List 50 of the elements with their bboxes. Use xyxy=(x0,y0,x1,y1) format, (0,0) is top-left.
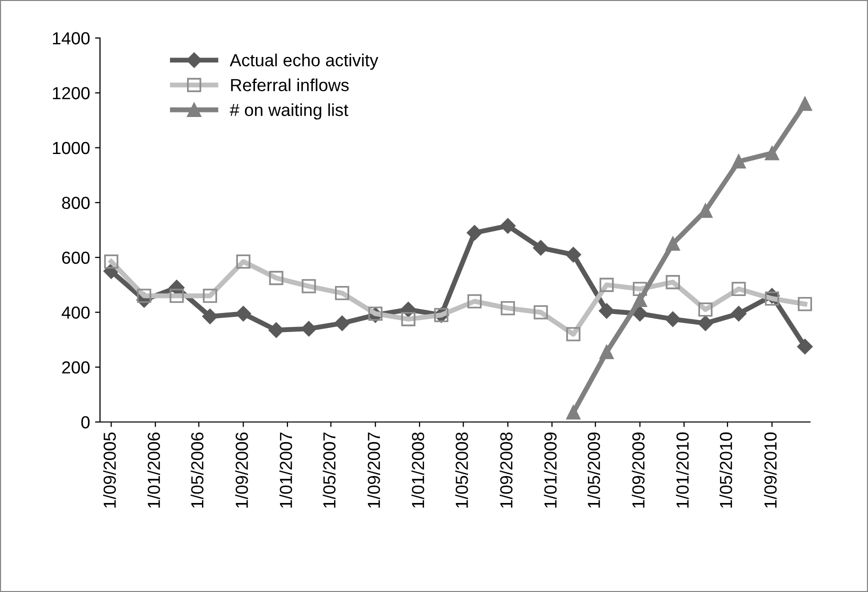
x-tick-label: 1/09/2007 xyxy=(367,432,380,508)
x-tick-label: 1/01/2010 xyxy=(676,432,689,508)
x-tick-label: 1/09/2005 xyxy=(103,432,116,508)
point xyxy=(600,344,614,360)
legend-label: Actual echo activity xyxy=(230,54,378,70)
legend-label: # on waiting list xyxy=(230,103,348,120)
point xyxy=(698,204,713,218)
point xyxy=(500,218,516,234)
y-tick-label: 1200 xyxy=(52,87,90,100)
y-tick-label: 0 xyxy=(81,416,90,428)
point xyxy=(301,321,317,336)
legend-label: Referral inflows xyxy=(231,78,349,92)
point xyxy=(566,246,582,262)
point xyxy=(632,306,648,322)
point xyxy=(202,308,218,324)
y-tick-label: 200 xyxy=(62,361,90,374)
point xyxy=(666,236,680,251)
point xyxy=(236,306,252,322)
x-tick-label: 1/01/2007 xyxy=(279,432,292,508)
x-tick-label: 1/09/2006 xyxy=(235,432,248,508)
y-tick-label: 1000 xyxy=(52,142,90,154)
point xyxy=(665,311,681,327)
x-tick-label: 1/05/2007 xyxy=(322,432,336,508)
point xyxy=(566,405,580,420)
x-tick-label: 1/09/2009 xyxy=(632,432,645,508)
y-tick-label: 600 xyxy=(62,252,90,264)
point xyxy=(598,303,614,319)
point xyxy=(334,316,350,331)
x-tick-label: 1/01/2008 xyxy=(411,432,424,508)
point xyxy=(764,146,780,160)
x-tick-label: 1/05/2006 xyxy=(190,432,204,508)
y-tick-label: 1400 xyxy=(52,32,90,44)
x-tick-label: 1/01/2009 xyxy=(544,432,557,508)
point xyxy=(698,316,714,331)
y-tick-label: 800 xyxy=(62,196,90,210)
point xyxy=(533,240,548,256)
point xyxy=(732,154,746,169)
point xyxy=(798,96,812,111)
point xyxy=(466,225,482,240)
x-tick-label: 1/01/2006 xyxy=(147,432,160,508)
x-tick-label: 1/05/2008 xyxy=(455,432,468,508)
point xyxy=(731,306,746,322)
x-tick-label: 1/09/2008 xyxy=(500,432,512,508)
x-tick-label: 1/05/2010 xyxy=(719,432,732,508)
point xyxy=(268,322,284,338)
y-tick-label: 400 xyxy=(62,306,90,319)
point xyxy=(632,292,648,308)
x-tick-label: 1/09/2010 xyxy=(764,432,777,508)
point xyxy=(797,338,813,354)
x-tick-label: 1/05/2009 xyxy=(587,432,600,508)
